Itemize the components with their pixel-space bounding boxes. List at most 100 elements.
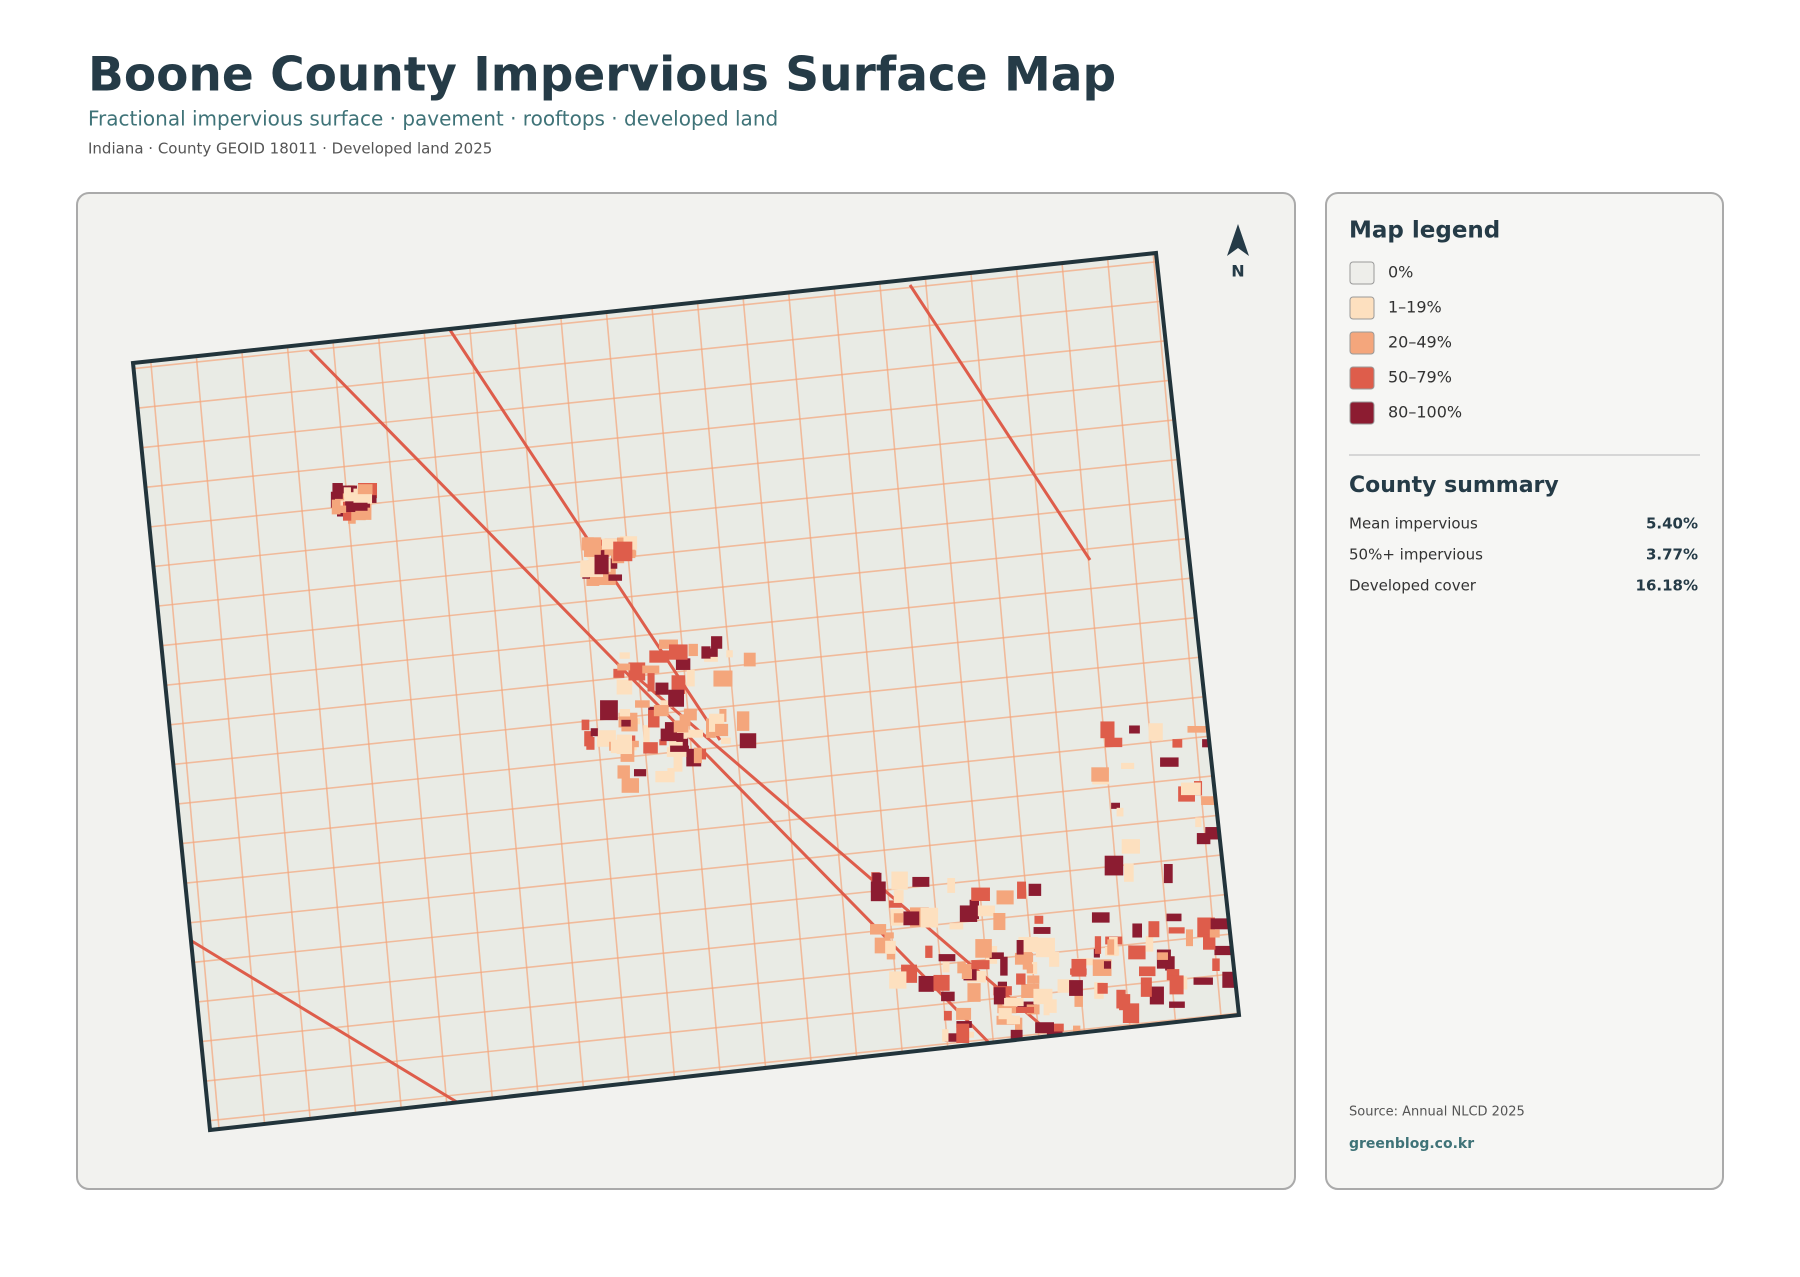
summary-value: 5.40% [1646, 515, 1698, 533]
urban-block [885, 940, 896, 954]
urban-block [1148, 921, 1160, 938]
urban-block [721, 737, 731, 744]
urban-block [1017, 881, 1027, 899]
urban-block [1100, 721, 1115, 739]
urban-block [918, 975, 934, 992]
urban-block [1139, 966, 1156, 977]
urban-block [616, 679, 633, 695]
road [139, 253, 221, 1130]
urban-block [1010, 1029, 1023, 1044]
legend-swatch [1349, 261, 1375, 285]
urban-block [1180, 782, 1201, 796]
urban-block [1107, 939, 1115, 955]
urban-block [903, 911, 920, 926]
urban-block [686, 669, 695, 687]
urban-block [1111, 802, 1120, 809]
summary-title: County summary [1349, 473, 1559, 498]
urban-block [1014, 1017, 1023, 1034]
urban-block [1026, 964, 1034, 974]
urban-block [1121, 762, 1135, 770]
urban-areas [330, 483, 1239, 1069]
urban-block [870, 924, 887, 935]
urban-block [1116, 807, 1124, 817]
road [369, 253, 451, 1130]
urban-block [943, 1010, 952, 1021]
road [553, 253, 635, 1130]
urban-block [993, 912, 1006, 931]
legend-label: 0% [1388, 263, 1413, 282]
urban-block [659, 739, 667, 746]
urban-block [1028, 883, 1042, 896]
urban-block [1185, 929, 1193, 947]
urban-block [1210, 918, 1228, 930]
urban-block [594, 554, 609, 575]
urban-block [989, 952, 1004, 960]
summary-value: 3.77% [1646, 546, 1698, 564]
urban-block [1022, 950, 1032, 970]
urban-block [1163, 863, 1173, 884]
road [185, 253, 267, 1130]
urban-block [942, 960, 950, 973]
legend-swatch [1349, 366, 1375, 390]
urban-block [337, 505, 347, 513]
urban-block [961, 964, 972, 980]
urban-block [893, 913, 904, 923]
summary-label: Mean impervious [1349, 515, 1478, 533]
urban-block [673, 755, 683, 772]
road [277, 253, 359, 1130]
urban-block [971, 960, 990, 970]
urban-block [956, 1023, 970, 1043]
urban-block [977, 905, 996, 917]
urban-block [1043, 1001, 1050, 1016]
urban-block [949, 923, 964, 930]
urban-block [1132, 923, 1143, 938]
urban-block [619, 709, 631, 717]
urban-block [653, 705, 669, 717]
road [323, 253, 405, 1130]
meta: Indiana · County GEOID 18011 · Developed… [88, 140, 492, 158]
urban-block [736, 711, 750, 731]
legend-swatch [1349, 296, 1375, 320]
urban-block [975, 939, 992, 958]
urban-block [669, 644, 688, 660]
urban-block [872, 872, 882, 887]
title: Boone County Impervious Surface Map [88, 48, 1116, 103]
urban-block [920, 907, 939, 928]
urban-block [1140, 977, 1152, 997]
legend-label: 80–100% [1388, 403, 1462, 422]
urban-block [1000, 956, 1008, 976]
urban-block [621, 778, 640, 793]
road [1151, 253, 1233, 1130]
urban-block [1122, 1003, 1140, 1024]
urban-block [348, 502, 368, 511]
urban-block [655, 682, 669, 695]
urban-block [1033, 927, 1051, 934]
urban-block [1069, 980, 1083, 996]
road [133, 931, 1239, 1051]
urban-block [588, 554, 597, 570]
road [133, 451, 1239, 571]
urban-block [1016, 940, 1024, 955]
legend-title: Map legend [1349, 218, 1500, 244]
urban-block [1033, 988, 1053, 1005]
urban-block [666, 747, 687, 757]
urban-block [676, 732, 684, 742]
urban-block [1168, 927, 1185, 934]
urban-block [993, 987, 1006, 1005]
road [599, 253, 681, 1130]
urban-block [331, 499, 341, 515]
subtitle: Fractional impervious surface · pavement… [88, 107, 778, 131]
urban-block [893, 890, 904, 903]
urban-block [635, 700, 650, 708]
urban-block [891, 871, 908, 890]
urban-block [938, 954, 956, 962]
urban-block [889, 971, 907, 989]
road [133, 851, 1239, 971]
road [737, 253, 819, 1130]
urban-block [659, 639, 678, 649]
urban-block [586, 574, 600, 586]
road [415, 253, 497, 1130]
urban-block [643, 742, 658, 754]
urban-block [347, 505, 356, 524]
urban-block [912, 876, 930, 887]
